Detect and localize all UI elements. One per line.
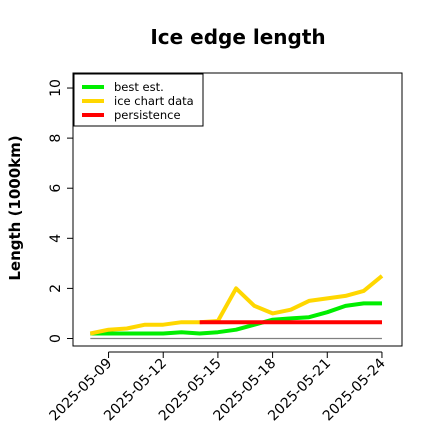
y-tick-label: 0	[48, 334, 64, 343]
y-tick-label: 4	[48, 234, 64, 243]
series-line-0	[90, 301, 382, 336]
y-axis: 0 2 4 6 8 10	[48, 79, 74, 343]
y-tick-label: 2	[48, 284, 64, 293]
legend-label: best est.	[114, 80, 164, 94]
y-tick-label: 6	[48, 184, 64, 193]
chart-title: Ice edge length	[150, 25, 325, 49]
y-tick-label: 8	[48, 134, 64, 143]
y-tick-label: 10	[48, 79, 64, 97]
x-axis: 2025-05-092025-05-122025-05-152025-05-18…	[47, 351, 389, 424]
legend-label: persistence	[114, 108, 181, 122]
series-lines	[89, 274, 384, 340]
y-axis-label: Length (1000km)	[6, 135, 24, 280]
legend-label: ice chart data	[114, 94, 194, 108]
series-line-1	[89, 274, 384, 336]
